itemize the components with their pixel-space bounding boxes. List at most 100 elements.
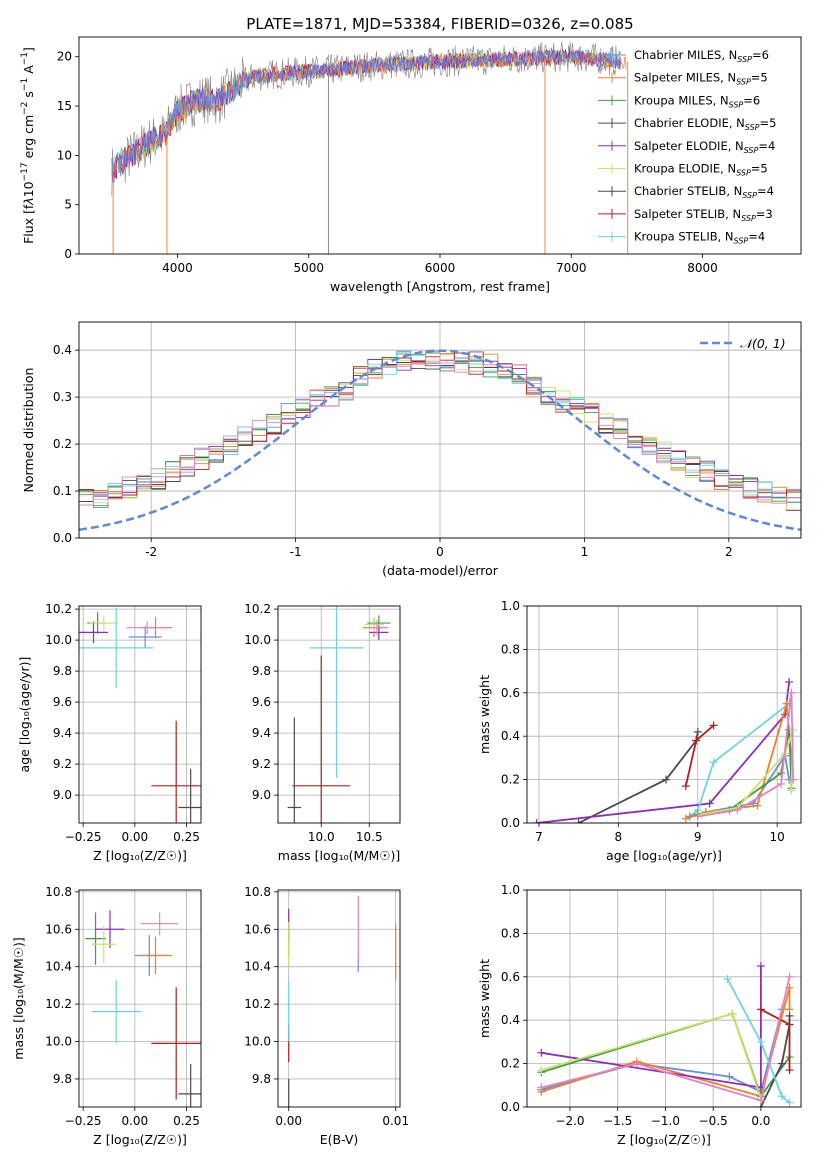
weight-line [541, 976, 791, 1102]
legend-subscript: SSP [744, 146, 759, 155]
y-tick-label: 1.0 [501, 599, 520, 613]
y-tick-label: 0.6 [501, 970, 520, 984]
x-tick-label: 10.0 [308, 830, 335, 844]
x-tick-label: 0.0 [751, 1114, 770, 1128]
error-bar [364, 616, 384, 633]
legend-tail: =5 [751, 71, 768, 85]
x-tick-label: 5000 [293, 261, 324, 275]
y-tick-label: 9.4 [252, 726, 271, 740]
legend-tail: =5 [760, 116, 777, 130]
x-tick-label: 4000 [162, 261, 193, 275]
error-bar [79, 621, 108, 644]
y-tick-label: 9.8 [53, 664, 72, 678]
x-tick-label: -2 [145, 545, 157, 559]
x-tick-label: 2 [725, 545, 733, 559]
axes-frame [526, 605, 802, 824]
weight-line [689, 692, 793, 818]
legend-subscript: SSP [736, 169, 751, 178]
x-tick-label: −1.0 [651, 1114, 680, 1128]
legend-tail: =6 [743, 93, 760, 107]
y-tick-label: 0.4 [53, 343, 72, 357]
legend-subscript: SSP [734, 237, 749, 246]
weight-vs-age-panel: 7 8 9 10 0.0 0.2 0.4 0.6 0.8 1.0 age [log₁₀(age/yr… [477, 599, 802, 863]
x-tick-label: 0 [436, 545, 444, 559]
error-bar [292, 655, 351, 823]
legend-subscript: SSP [736, 78, 751, 87]
mass-vs-ebv-panel: 0.00 0.01 9.8 10.0 10.2 10.4 10.6 10.8 E(B-V) [244, 885, 409, 1147]
error-bar [287, 717, 302, 823]
y-axis-label: age [log₁₀(age/yr)] [17, 657, 32, 773]
legend-tail: =6 [752, 48, 769, 62]
y-tick-label: 0.2 [501, 773, 520, 787]
y-tick-label: 9.8 [53, 1072, 72, 1086]
error-bar [178, 768, 201, 823]
axes-frame [78, 321, 802, 539]
spectrum-panel: 4000 5000 6000 7000 8000 0 5 10 15 20 wavelength [… [20, 36, 802, 294]
y-tick-label: 10.6 [244, 922, 271, 936]
weight-series [723, 974, 794, 1107]
y-tick-label: 0.8 [501, 642, 520, 656]
error-bar [138, 936, 173, 975]
age-vs-z-panel: −0.25 0.00 0.25 9.0 9.2 9.4 9.6 9.8 10.0 10.2 Z [l… [17, 602, 202, 863]
y-tick-label: 10.8 [45, 885, 72, 899]
x-tick-label: −0.5 [699, 1114, 728, 1128]
x-axis-label: Z [log₁₀(Z/Z☉)] [617, 1132, 711, 1147]
error-bar [126, 621, 168, 634]
x-axis-label: (data-model)/error [382, 563, 499, 578]
weight-series [685, 688, 796, 821]
histogram-series [79, 351, 801, 538]
y-tick-label: 0.0 [501, 816, 520, 830]
x-tick-label: 0.25 [173, 1114, 200, 1128]
error-bar [369, 624, 389, 641]
legend-subscript: SSP [741, 214, 756, 223]
weight-line [536, 681, 790, 823]
weight-series [574, 727, 702, 823]
mass-vs-z-panel: −0.25 0.00 0.25 9.8 10.0 10.2 10.4 10.6 10.8 Z [l… [11, 885, 202, 1147]
residuals-panel: -2 -1 0 1 2 0.0 0.1 0.2 0.3 0.4 (data-model)/error… [21, 321, 802, 578]
legend-entry: Kroupa ELODIE, NSSP=5 [634, 162, 768, 178]
axes-frame [78, 605, 202, 824]
y-tick-label: 0.0 [53, 531, 72, 545]
legend: Chabrier MILES, NSSP=6 Salpeter MILES, NS… [598, 48, 776, 246]
legend-subscript: SSP [742, 191, 757, 200]
axes-frame [78, 889, 202, 1108]
x-axis-label: Z [log₁₀(Z/Z☉)] [93, 848, 187, 863]
x-axis-label: wavelength [Angstrom, rest frame] [330, 279, 550, 294]
legend-entry: Chabrier STELIB, NSSP=4 [634, 184, 774, 200]
error-bar [79, 607, 154, 689]
y-tick-label: 0.1 [53, 484, 72, 498]
error-bar [309, 606, 364, 779]
x-tick-label: -1 [290, 545, 302, 559]
x-axis-label: mass [log₁₀(M/M☉)] [278, 848, 400, 863]
weight-line [541, 966, 762, 1089]
axes-frame [277, 889, 401, 1108]
legend-entry: Kroupa STELIB, NSSP=4 [634, 230, 765, 246]
y-tick-label: 9.0 [252, 788, 271, 802]
y-tick-label: 9.6 [53, 695, 72, 709]
y-tick-label: 10.0 [244, 633, 271, 647]
x-tick-label: 0.00 [275, 1114, 302, 1128]
legend-subscript: SSP [729, 100, 744, 109]
y-tick-label: 0.6 [501, 686, 520, 700]
y-tick-label: 10.0 [244, 1035, 271, 1049]
x-tick-label: −0.25 [65, 1114, 102, 1128]
legend-entry: 𝒩(0, 1) [740, 336, 786, 351]
legend-subscript: SSP [737, 55, 752, 64]
figure-title: PLATE=1871, MJD=53384, FIBERID=0326, z=0… [246, 15, 633, 33]
y-tick-label: 0 [64, 247, 72, 261]
x-tick-label: −0.25 [65, 830, 102, 844]
y-tick-label: 0.0 [501, 1100, 520, 1114]
y-axis-label: mass weight [477, 959, 492, 1038]
x-tick-label: −1.5 [603, 1114, 632, 1128]
legend-tail: =5 [751, 162, 768, 176]
x-axis-label: age [log₁₀(age/yr)] [606, 848, 722, 863]
y-tick-label: 10.0 [45, 1035, 72, 1049]
x-axis-label: Z [log₁₀(Z/Z☉)] [93, 1132, 187, 1147]
legend-tail: =4 [757, 184, 774, 198]
y-tick-label: 10.8 [244, 885, 271, 899]
y-tick-label: 10.6 [45, 922, 72, 936]
weight-line [760, 1015, 791, 1107]
weight-series [681, 721, 718, 791]
axes-frame [526, 889, 802, 1108]
